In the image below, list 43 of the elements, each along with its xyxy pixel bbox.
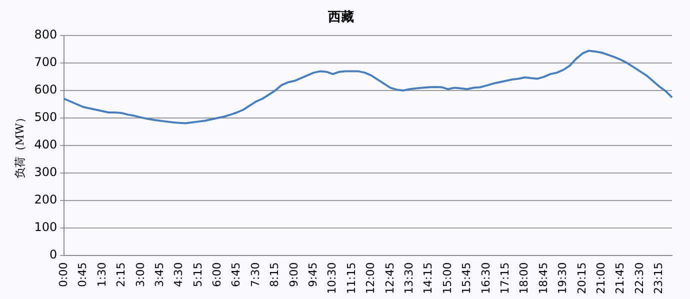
y-tick-label: 0 [49, 247, 58, 262]
y-tick-label: 500 [34, 110, 58, 124]
x-tick-label: 3:45 [152, 262, 166, 288]
y-tick-label: 100 [34, 220, 58, 234]
x-tick-label: 9:00 [287, 262, 300, 288]
x-tick-label: 5:15 [191, 262, 204, 288]
x-tick-label: 11:15 [344, 262, 358, 294]
x-tick-label: 10:30 [326, 262, 339, 294]
x-tick-label: 9:45 [306, 262, 320, 288]
x-tick-label: 2:15 [114, 262, 128, 288]
x-tick-label: 20:15 [575, 262, 588, 294]
x-tick-label: 19:30 [556, 262, 570, 294]
x-tick-label: 14:15 [422, 262, 435, 294]
chart-title: 西藏 [327, 9, 354, 26]
y-tick-label: 700 [34, 55, 58, 70]
x-tick-label: 13:30 [402, 262, 416, 294]
y-tick-label: 300 [34, 165, 58, 180]
x-tick-label: 6:00 [210, 262, 224, 288]
x-tick-label: 12:00 [364, 262, 378, 294]
x-tick-label: 18:45 [536, 262, 550, 294]
x-tick-label: 0:00 [56, 262, 70, 288]
x-tick-label: 8:15 [268, 262, 282, 288]
x-tick-label: 22:30 [632, 262, 646, 294]
x-tick-label: 1:30 [95, 262, 108, 288]
x-tick-label: 16:30 [479, 262, 492, 294]
y-axis-title: 负荷（MW） [13, 112, 26, 179]
x-tick-label: 15:45 [460, 262, 474, 294]
x-tick-label: 3:00 [134, 262, 147, 288]
x-tick-label: 21:45 [614, 262, 627, 294]
y-tick-label: 200 [34, 192, 58, 206]
y-tick-label: 600 [34, 82, 58, 97]
x-tick-label: 21:00 [594, 262, 608, 294]
x-tick-label: 15:00 [440, 262, 454, 294]
y-tick-label: 400 [34, 138, 58, 152]
x-tick-label: 12:45 [383, 262, 396, 294]
x-tick-label: 0:45 [76, 262, 90, 288]
x-tick-label: 4:30 [172, 262, 186, 288]
x-tick-label: 7:30 [248, 262, 262, 288]
x-tick-label: 6:45 [230, 262, 243, 288]
x-tick-label: 17:15 [498, 262, 512, 294]
y-tick-label: 800 [34, 28, 58, 42]
x-tick-label: 23:15 [652, 262, 666, 294]
x-tick-label: 18:00 [518, 262, 531, 294]
